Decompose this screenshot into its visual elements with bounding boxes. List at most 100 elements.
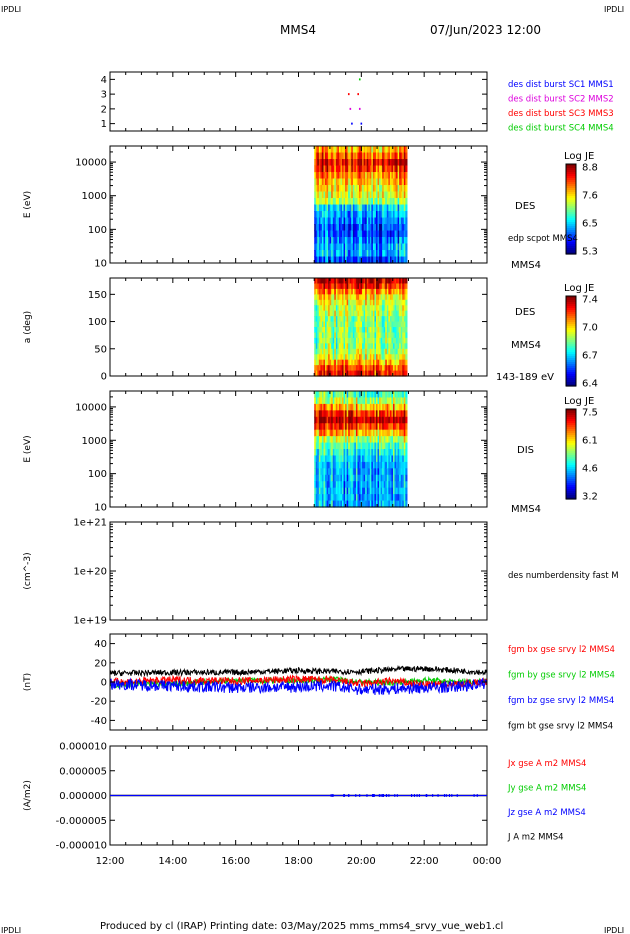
spectrogram-cell [392, 294, 396, 301]
spectrogram-cell [359, 288, 362, 295]
spectrogram-cell [392, 283, 396, 290]
spectrogram-cell [318, 191, 321, 199]
spectrogram-cell [328, 397, 331, 405]
spectrogram-cell [377, 191, 380, 199]
spectrogram-cell [372, 416, 376, 424]
spectrogram-cell [396, 436, 399, 444]
spectrogram-cell [391, 354, 394, 361]
spectrogram-cell [331, 343, 334, 350]
spectrogram-cell [379, 436, 382, 444]
spectrogram-cell [315, 159, 318, 167]
spectrogram-cell [366, 316, 369, 323]
spectrogram-cell [323, 198, 326, 206]
spectrogram-cell [383, 146, 386, 154]
spectrogram-cell [397, 159, 400, 167]
side-label-density: des numberdensity fast M [508, 571, 619, 581]
spectrogram-cell [360, 487, 363, 495]
colorbar-tick-label: 5.3 [582, 247, 598, 258]
colorbar-swatch [566, 198, 576, 201]
spectrogram-cell [357, 442, 360, 450]
spectrogram-cell [328, 423, 331, 431]
colorbar-swatch [566, 308, 576, 311]
spectrogram-cell [352, 403, 355, 411]
spectrogram-cell [345, 217, 348, 225]
spectrogram-cell [334, 159, 337, 167]
spectrogram-cell [374, 146, 377, 154]
spectrogram-cell [349, 436, 352, 444]
spectrogram-cell [382, 178, 385, 186]
spectrogram-cell [392, 391, 396, 399]
spectrogram-cell [386, 442, 389, 450]
colorbar-swatch [566, 443, 576, 446]
spectrogram-cell [386, 299, 389, 306]
spectrogram-cell [317, 198, 320, 206]
spectrogram-cell [402, 191, 405, 199]
spectrogram-cell [374, 354, 377, 361]
spectrogram-cell [332, 436, 335, 444]
spectrogram-cell [360, 305, 363, 312]
spectrogram-cell [371, 500, 374, 508]
spectrogram-cell [394, 449, 397, 457]
spectrogram-cell [371, 474, 374, 482]
spectrogram-cell [331, 449, 334, 457]
spectrogram-cell [369, 152, 372, 160]
spectrogram-cell [357, 230, 360, 238]
spectrogram-cell [348, 204, 351, 212]
spectrogram-cell [352, 211, 355, 219]
spectrogram-cell [317, 288, 320, 295]
spectrogram-cell [380, 211, 383, 219]
spectrogram-cell [340, 474, 343, 482]
spectrogram-cell [369, 217, 372, 225]
spectrogram-cell [354, 397, 357, 405]
spectrogram-cell [394, 337, 397, 344]
spectrogram-cell [382, 397, 385, 405]
spectrogram-cell [332, 299, 335, 306]
spectrogram-cell [355, 321, 359, 328]
spectrogram-cell [340, 429, 343, 437]
spectrogram-cell [368, 299, 371, 306]
spectrogram-cell [331, 191, 334, 199]
spectrogram-cell [320, 224, 323, 232]
spectrogram-cell [371, 191, 374, 199]
spectrogram-cell [374, 410, 377, 418]
spectrogram-cell [372, 410, 376, 418]
spectrogram-cell [315, 178, 318, 186]
spectrogram-cell [392, 337, 396, 344]
spectrogram-cell [329, 442, 332, 450]
spectrogram-cell [351, 365, 354, 372]
spectrogram-cell [365, 337, 368, 344]
spectrogram-cell [389, 305, 393, 312]
spectrogram-cell [346, 316, 349, 323]
spectrogram-cell [359, 283, 362, 290]
spectrogram-cell [368, 354, 371, 361]
spectrogram-cell [386, 211, 389, 219]
spectrogram-cell [335, 487, 338, 495]
spectrogram-cell [375, 327, 379, 334]
spectrogram-cell [402, 211, 405, 219]
spectrogram-cell [326, 474, 329, 482]
spectrogram-cell [368, 172, 371, 180]
spectrogram-cell [363, 494, 366, 502]
spectrogram-cell [331, 159, 334, 167]
spectrogram-cell [328, 416, 331, 424]
spectrogram-cell [315, 316, 318, 323]
spectrogram-cell [405, 316, 408, 323]
spectrogram-cell [362, 230, 365, 238]
spectrogram-cell [403, 152, 406, 160]
colorbar-swatch [566, 409, 576, 412]
spectrogram-cell [317, 316, 320, 323]
spectrogram-cell [352, 494, 355, 502]
spectrogram-cell [321, 165, 325, 173]
spectrogram-cell [325, 224, 328, 232]
spectrogram-cell [359, 316, 362, 323]
spectrogram-cell [332, 359, 335, 366]
spectrogram-cell [326, 283, 329, 290]
spectrogram-cell [394, 310, 397, 317]
spectrogram-cell [402, 416, 405, 424]
spectrogram-cell [357, 436, 360, 444]
spectrogram-cell [402, 178, 405, 186]
spectrogram-cell [359, 365, 362, 372]
spectrogram-cell [355, 410, 359, 418]
colorbar-swatch [566, 328, 576, 331]
spectrogram-cell [335, 410, 338, 418]
